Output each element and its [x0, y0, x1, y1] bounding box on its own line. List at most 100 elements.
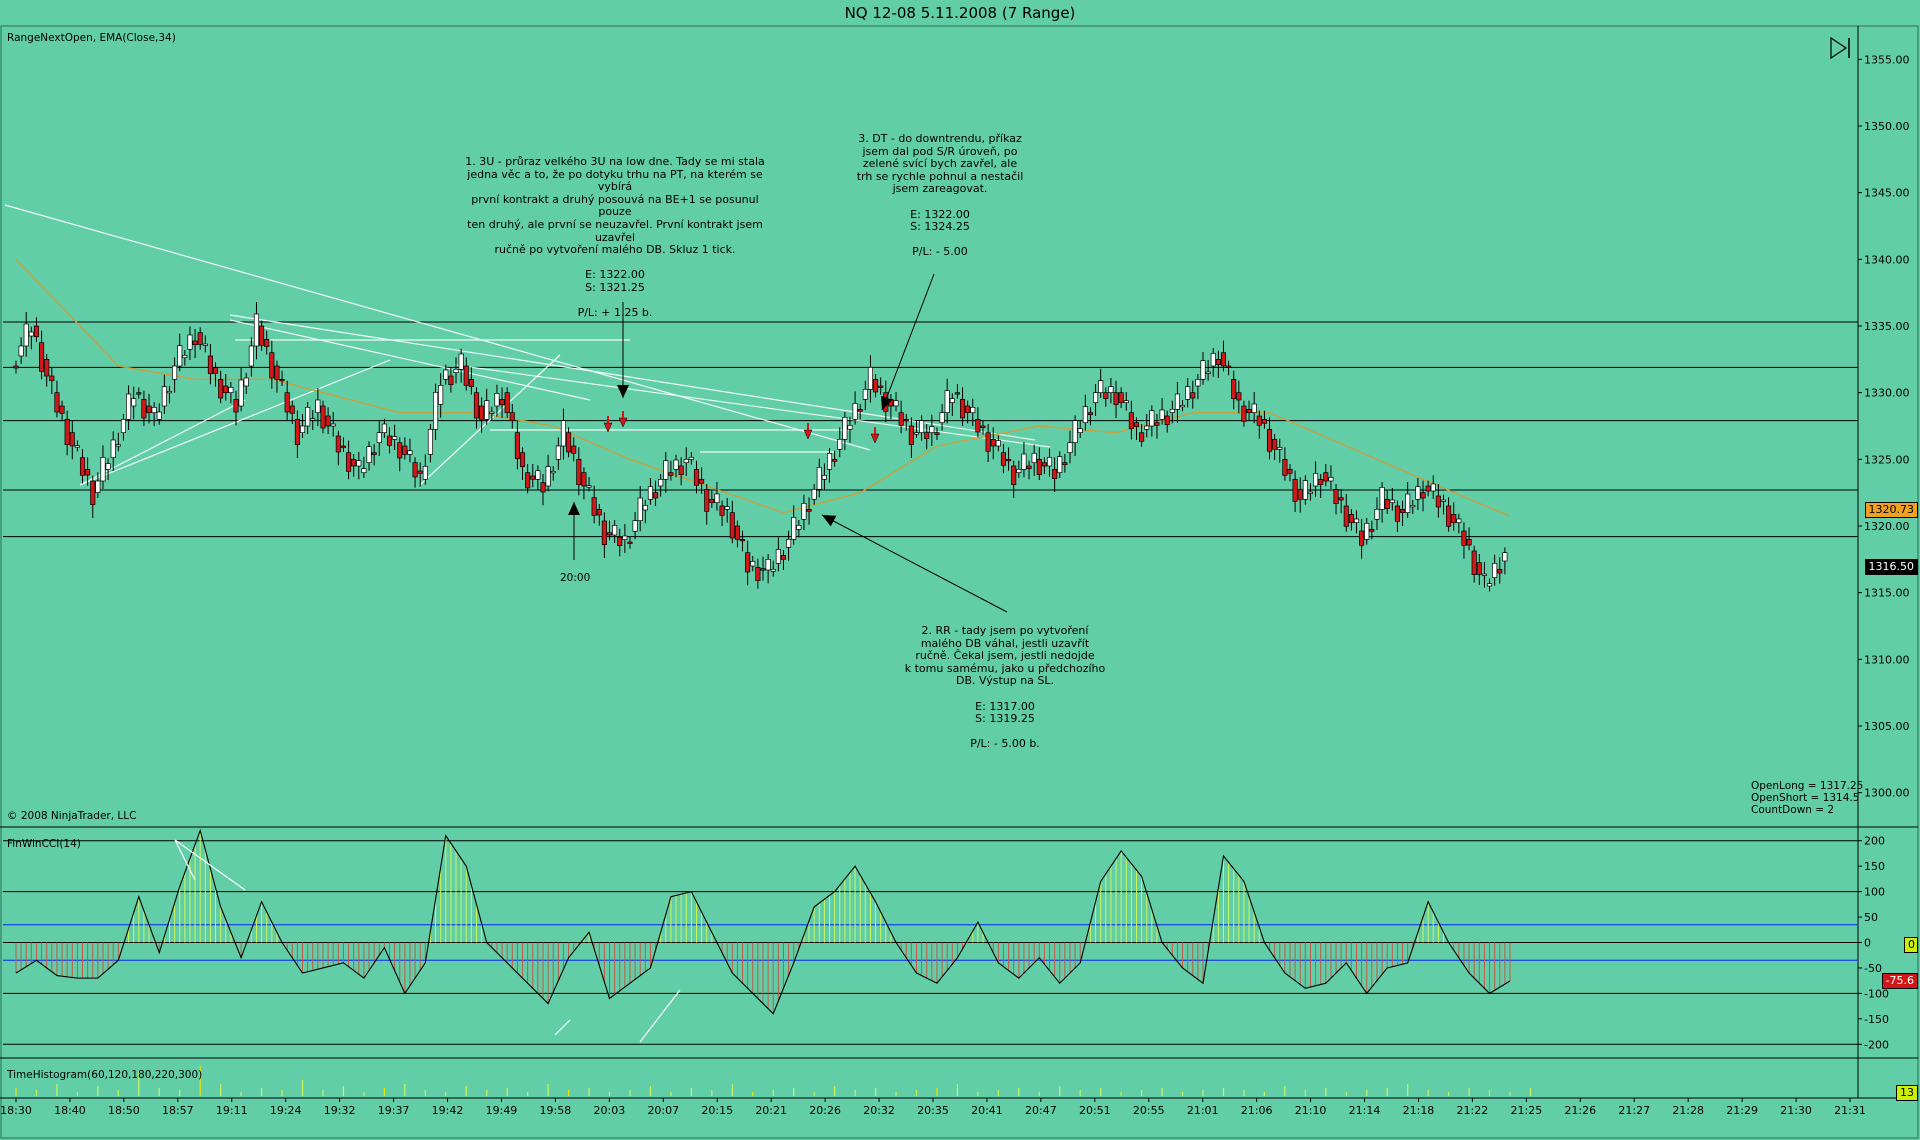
candle-down: [473, 392, 480, 419]
candle-up: [1379, 486, 1385, 510]
candle-down: [223, 385, 229, 394]
candle-up: [427, 428, 433, 455]
candle-down: [693, 468, 700, 486]
candle-down: [1282, 458, 1288, 476]
candle-up: [852, 402, 858, 420]
candle-down: [386, 435, 393, 446]
candle-up: [929, 426, 935, 434]
candle-down: [975, 418, 981, 433]
candle-up: [1374, 508, 1380, 520]
cci-tick-label: 150: [1864, 860, 1885, 873]
price-tick-label: 1305.00: [1864, 720, 1910, 733]
candle-up: [156, 411, 162, 420]
time-tick-label: 21:31: [1834, 1104, 1866, 1117]
candle-up: [28, 331, 34, 337]
candle-down: [1118, 392, 1124, 404]
candle-up: [816, 466, 822, 490]
candle-down: [908, 425, 914, 446]
candle-down: [1359, 530, 1365, 546]
candle-down: [571, 445, 577, 454]
candle-down: [540, 482, 546, 493]
stats-open-long: OpenLong = 1317.25: [1751, 780, 1864, 792]
candle-down: [525, 472, 531, 489]
price-tick-label: 1350.00: [1864, 120, 1910, 133]
candle-down: [1190, 392, 1196, 399]
time-tick-label: 18:30: [0, 1104, 32, 1117]
candle-down: [1297, 488, 1303, 500]
candle-up: [750, 560, 756, 567]
candle-down: [1435, 495, 1441, 508]
time-tick-label: 20:07: [647, 1104, 679, 1117]
candle-down: [601, 520, 607, 546]
time-tick-label: 19:49: [486, 1104, 518, 1117]
annotation-arrow-head: [617, 385, 629, 398]
candle-down: [1394, 505, 1400, 522]
candle-down: [1246, 408, 1252, 414]
candle-up: [1067, 442, 1073, 454]
cci-tick-label: 50: [1864, 911, 1878, 924]
trend-line-drawing: [229, 314, 1036, 441]
candle-up: [432, 391, 439, 430]
cci-zero-tag: 0: [1904, 937, 1918, 953]
candle-down: [1446, 505, 1452, 527]
candle-up: [765, 558, 771, 571]
candle-down: [351, 458, 357, 467]
candle-down: [719, 505, 725, 516]
candle-down: [514, 432, 520, 460]
candle-up: [182, 354, 188, 359]
candle-down: [1087, 412, 1094, 416]
time-tick-label: 21:18: [1403, 1104, 1435, 1117]
candle-down: [1425, 485, 1431, 492]
time-tick-label: 21:29: [1726, 1104, 1758, 1117]
candle-down: [192, 340, 198, 346]
candle-up: [494, 392, 500, 407]
candle-up: [253, 313, 260, 347]
candle-up: [1200, 360, 1206, 380]
candle-up: [1031, 452, 1037, 464]
candle-up: [110, 439, 116, 459]
candle-up: [310, 418, 316, 421]
candle-down: [468, 378, 474, 388]
time-tick-label: 21:01: [1187, 1104, 1219, 1117]
candle-down: [1333, 488, 1339, 505]
candle-up: [453, 368, 459, 374]
candle-up: [100, 456, 106, 482]
candle-up: [243, 377, 249, 387]
annotation-note-2: 2. RR - tady jsem po vytvoření malého DB…: [904, 624, 1106, 751]
price-tick-label: 1330.00: [1864, 387, 1910, 400]
candle-down: [878, 385, 884, 388]
candle-down: [1164, 415, 1170, 426]
candle-down: [1011, 465, 1017, 486]
candle-up: [330, 423, 336, 427]
candle-down: [289, 405, 295, 414]
candle-up: [95, 480, 101, 494]
candle-up: [1185, 386, 1191, 400]
candle-down: [1348, 513, 1354, 524]
cci-tick-label: 0: [1864, 937, 1871, 950]
candle-up: [545, 466, 551, 487]
candle-down: [264, 338, 270, 348]
candle-down: [412, 462, 418, 478]
candle-down: [606, 532, 613, 536]
candle-up: [683, 458, 689, 464]
time-tick-label: 21:28: [1672, 1104, 1704, 1117]
candle-up: [658, 478, 664, 487]
price-tick-label: 1345.00: [1864, 187, 1910, 200]
candle-down: [44, 358, 50, 377]
copyright-text: © 2008 NinjaTrader, LLC: [7, 810, 137, 822]
candle-down: [54, 392, 60, 413]
candle-down: [371, 452, 377, 456]
candle-down: [13, 365, 19, 369]
time-tick-label: 20:26: [809, 1104, 841, 1117]
time-tick-label: 19:58: [540, 1104, 572, 1117]
candle-down: [1006, 458, 1012, 462]
cci-tick-label: 100: [1864, 886, 1885, 899]
candle-up: [105, 463, 111, 470]
candle-down: [729, 512, 735, 539]
candle-up: [1179, 404, 1186, 408]
candle-down: [59, 405, 65, 414]
candle-down: [146, 405, 152, 414]
candle-up: [1016, 468, 1022, 474]
